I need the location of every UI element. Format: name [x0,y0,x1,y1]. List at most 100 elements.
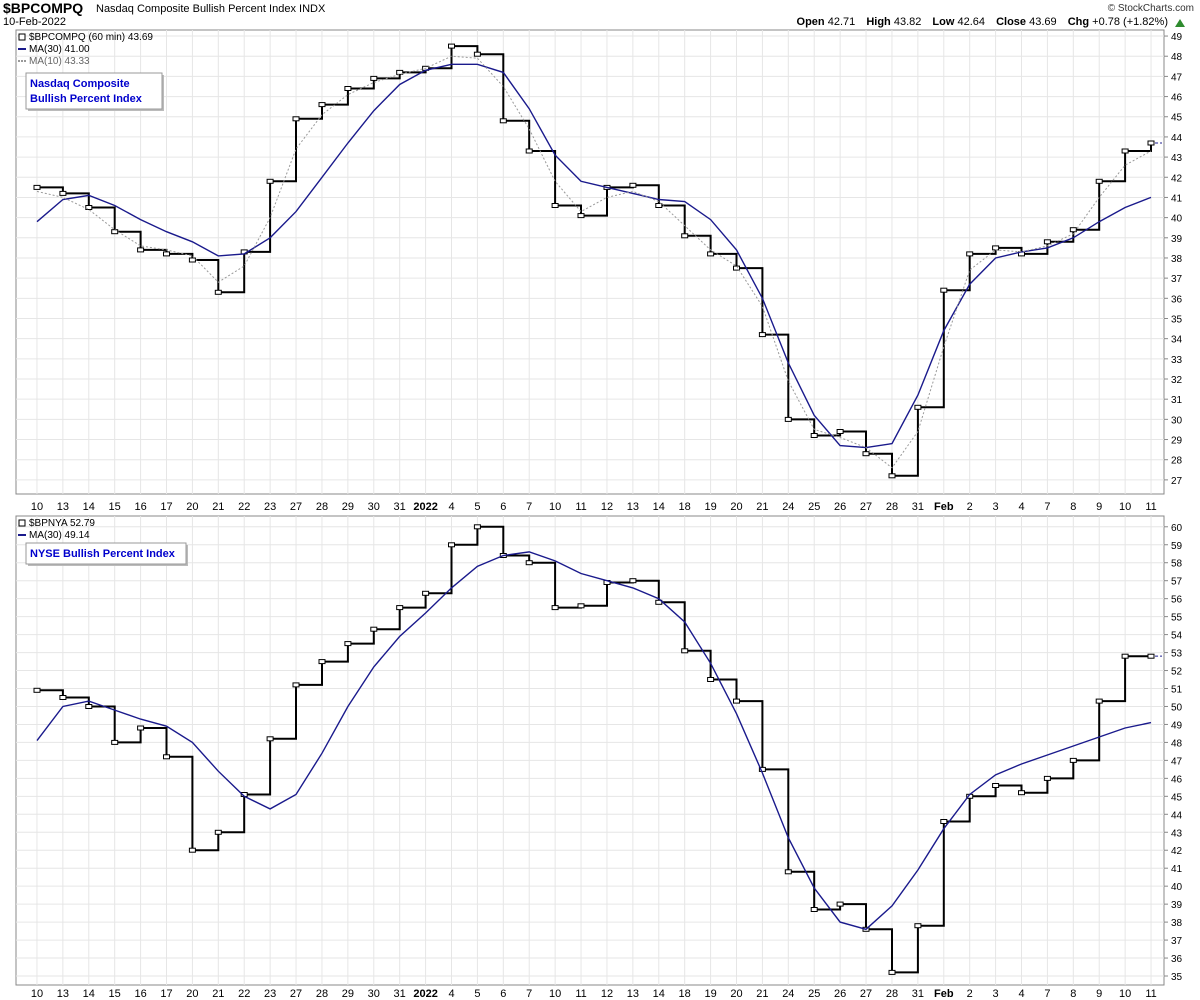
data-point [370,626,378,632]
x-tick-label: 24 [782,988,794,1000]
x-tick-label: 4 [448,988,454,1000]
x-tick-label: 19 [704,988,716,1000]
annotation-text: NYSE Bullish Percent Index [30,548,176,560]
data-point [188,847,196,853]
x-tick-label: 21 [756,988,768,1000]
data-point [1121,148,1129,154]
series-line-main [37,525,1151,974]
data-point [318,659,326,665]
high-label: High [866,16,891,28]
x-tick-label: 21 [212,501,224,513]
y-tick-label: 37 [1171,274,1183,285]
x-tick-label: 24 [782,501,794,513]
legend-entry: MA(10) 43.33 [29,56,90,67]
y-tick-label: 35 [1171,972,1183,983]
panel-frame [15,29,1165,495]
chart-date: 10-Feb-2022 [3,16,66,28]
data-point [448,542,455,548]
y-tick-label: 45 [1171,792,1183,803]
x-tick-label: 14 [83,501,95,513]
x-tick-label: 18 [679,988,691,1000]
x-tick-label: 10 [549,988,561,1000]
data-point [59,190,67,196]
y-tick-label: 42 [1171,846,1183,857]
data-point [318,102,326,108]
data-point [1095,178,1103,184]
chg-label: Chg [1067,16,1090,28]
y-tick-label: 44 [1171,810,1183,821]
legend-swatch [18,519,26,527]
y-tick-label: 39 [1171,234,1183,245]
x-tick-label: 2 [967,501,973,513]
data-point [707,677,715,682]
data-point [707,251,715,257]
data-point [551,203,559,208]
data-point [396,605,404,611]
data-point [888,969,896,975]
x-tick-label: 26 [834,988,846,1000]
y-tick-label: 37 [1171,936,1183,947]
x-tick-label: 31 [394,988,406,1000]
data-point [59,695,67,700]
y-tick-label: 38 [1171,918,1183,929]
x-tick-label: 10 [549,501,561,513]
y-tick-label: 49 [1171,720,1183,731]
x-tick-label: 10 [1119,501,1131,513]
x-tick-label: 11 [575,501,586,513]
y-tick-label: 46 [1171,93,1183,104]
up-arrow-icon [1175,19,1185,27]
x-tick-label: 12 [601,501,613,513]
close-value: 43.69 [1029,16,1057,28]
x-tick-label: 4 [1018,988,1024,1000]
x-tick-label: 6 [500,988,506,1000]
x-tick-label: 21 [756,501,768,513]
annotation-box [25,72,163,110]
data-point [733,265,740,271]
x-tick-label: 20 [186,501,198,513]
x-tick-label: 7 [526,501,532,513]
annotation-text: Nasdaq Composite [30,78,130,90]
data-point [448,43,455,49]
y-tick-label: 36 [1171,954,1183,965]
data-point [810,433,818,438]
x-tick-label: 27 [860,501,872,513]
x-tick-label: Feb [934,501,954,513]
y-tick-label: 54 [1171,631,1183,642]
x-tick-label: 31 [912,501,924,513]
y-tick-label: 60 [1171,523,1183,534]
data-point [266,736,274,742]
data-point [681,648,689,654]
x-tick-label: 2022 [413,988,437,1000]
data-point [1147,653,1155,659]
data-point [862,451,870,457]
x-tick-label: 4 [1018,501,1024,513]
y-tick-label: 31 [1171,395,1183,406]
x-tick-label: 11 [575,988,586,1000]
data-point [629,182,637,188]
x-tick-label: 6 [500,501,506,513]
y-tick-label: 41 [1171,864,1183,875]
x-tick-label: 16 [134,988,146,1000]
y-tick-label: 43 [1171,828,1183,839]
data-point [810,907,818,912]
y-tick-label: 32 [1171,375,1183,386]
data-point [1043,239,1051,245]
x-tick-label: 31 [394,501,406,513]
data-point [836,429,844,434]
chg-value: +0.78 (+1.82%) [1092,16,1168,28]
brand-watermark: © StockCharts.com [1107,3,1194,14]
x-tick-label: Feb [934,988,954,1000]
data-point [681,233,689,239]
annotation-box [25,542,187,565]
x-tick-label: 4 [448,501,454,513]
y-tick-label: 38 [1171,254,1183,265]
y-tick-label: 44 [1171,133,1183,144]
data-point [1069,227,1077,233]
x-tick-label: 23 [264,988,276,1000]
data-point [655,203,663,208]
x-tick-label: 9 [1096,501,1102,513]
data-point [137,247,145,253]
x-tick-label: 7 [1044,501,1050,513]
x-tick-label: 21 [212,988,224,1000]
